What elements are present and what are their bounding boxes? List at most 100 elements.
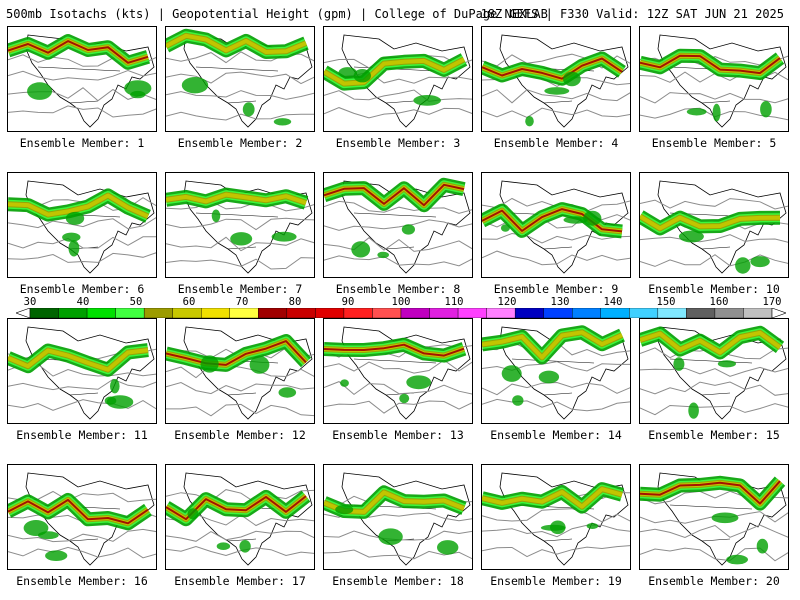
isotach-patch — [756, 538, 769, 554]
isotach-band — [640, 330, 782, 355]
isotach-band — [324, 183, 465, 207]
isotach-band — [482, 208, 623, 233]
country-border — [37, 66, 121, 104]
height-contour — [8, 378, 156, 391]
ensemble-member-label: Ensemble Member: 18 — [332, 574, 464, 588]
ensemble-map — [640, 34, 788, 128]
ensemble-map-panel — [7, 318, 157, 424]
height-contour — [640, 234, 788, 243]
colorbar-segment — [115, 308, 145, 318]
height-contour — [640, 381, 788, 396]
height-contour — [166, 71, 314, 85]
ensemble-map-panel — [165, 464, 315, 570]
ensemble-map — [8, 180, 156, 274]
isotach-patch — [726, 554, 748, 565]
colorbar-segment — [543, 308, 573, 318]
colorbar-segment — [657, 308, 687, 318]
coastline — [657, 34, 787, 128]
ensemble-map-panel — [323, 318, 473, 424]
coastline — [657, 472, 787, 566]
height-contour — [166, 200, 314, 212]
colorbar-segment — [457, 308, 487, 318]
isotach-colorbar: 30 40 50 60 70 80 90 100 110 120 130 140 150 160 170 — [16, 297, 786, 319]
colorbar-segment — [372, 308, 402, 318]
isotach-band — [166, 33, 307, 54]
isotach-patch — [271, 231, 297, 242]
map-title: 500mb Isotachs (kts) | Geopotential Heig… — [6, 7, 548, 21]
isotach-band — [8, 348, 149, 372]
colorbar-segment — [315, 308, 345, 318]
ensemble-map-panel — [481, 464, 631, 570]
ensemble-member-label: Ensemble Member: 4 — [493, 136, 619, 150]
height-contour — [324, 89, 472, 102]
ensemble-map — [8, 34, 156, 128]
ensemble-member-label: Ensemble Member: 12 — [174, 428, 306, 442]
colorbar-segment — [343, 308, 373, 318]
ensemble-member-label: Ensemble Member: 10 — [648, 282, 780, 296]
ensemble-map-panel — [639, 172, 789, 278]
colorbar-segment — [286, 308, 316, 318]
ensemble-member-label: Ensemble Member: 3 — [335, 136, 461, 150]
ensemble-map-panel — [165, 318, 315, 424]
isotach-patch — [230, 232, 253, 246]
height-contour — [166, 364, 314, 379]
height-contour — [482, 250, 630, 266]
isotach-patch — [760, 101, 772, 118]
colorbar-segment — [686, 308, 716, 318]
ensemble-map-panel — [165, 26, 315, 132]
isotach-patch — [437, 540, 459, 555]
isotach-patch — [37, 531, 59, 540]
ensemble-member-label: Ensemble Member: 8 — [335, 282, 461, 296]
isotach-patch — [711, 512, 739, 524]
height-contour — [482, 232, 630, 244]
coastline — [341, 326, 471, 420]
ensemble-map-panel — [639, 464, 789, 570]
ensemble-map — [8, 326, 156, 420]
height-contour — [482, 107, 630, 118]
isotach-patch — [686, 108, 707, 116]
height-contour — [324, 359, 472, 374]
colorbar-segment — [600, 308, 630, 318]
colorbar-segment — [400, 308, 430, 318]
isotach-patch — [563, 216, 588, 224]
ensemble-map-panel — [323, 172, 473, 278]
isotach-patch — [200, 355, 219, 373]
colorbar-segment — [172, 308, 202, 318]
isotach-patch — [399, 393, 410, 404]
colorbar-tick-label: 90 — [341, 296, 355, 308]
height-contour — [324, 400, 472, 414]
isotach-band — [166, 340, 307, 366]
isotach-band — [8, 498, 149, 525]
ensemble-map-panel — [323, 26, 473, 132]
coastline — [657, 180, 787, 274]
isotach-patch — [273, 118, 292, 126]
isotach-patch — [712, 103, 721, 122]
height-contour — [324, 255, 472, 267]
height-contour — [166, 381, 314, 395]
isotach-patch — [187, 508, 199, 520]
ensemble-map-panel — [323, 464, 473, 570]
colorbar-segment — [86, 308, 116, 318]
isotach-patch — [211, 209, 221, 223]
height-contour — [324, 200, 472, 214]
ensemble-map-panel — [7, 172, 157, 278]
isotach-patch — [501, 365, 522, 382]
height-contour — [482, 545, 630, 558]
ensemble-member-label: Ensemble Member: 16 — [16, 574, 148, 588]
isotach-band — [166, 192, 307, 205]
height-contour — [166, 217, 314, 231]
country-border — [669, 358, 753, 396]
map-header: 500mb Isotachs (kts) | Geopotential Heig… — [6, 5, 796, 23]
isotach-patch — [353, 69, 371, 83]
colorbar-segment — [58, 308, 88, 318]
ensemble-member-label: Ensemble Member: 19 — [490, 574, 622, 588]
isotach-patch — [335, 504, 354, 515]
isotach-patch — [563, 71, 581, 87]
isotach-patch — [124, 80, 152, 97]
height-contour — [166, 90, 314, 100]
colorbar-segment — [572, 308, 601, 318]
ensemble-map — [640, 180, 788, 274]
ensemble-member-label: Ensemble Member: 20 — [648, 574, 780, 588]
isotach-patch — [401, 224, 415, 235]
height-contour — [8, 236, 156, 249]
